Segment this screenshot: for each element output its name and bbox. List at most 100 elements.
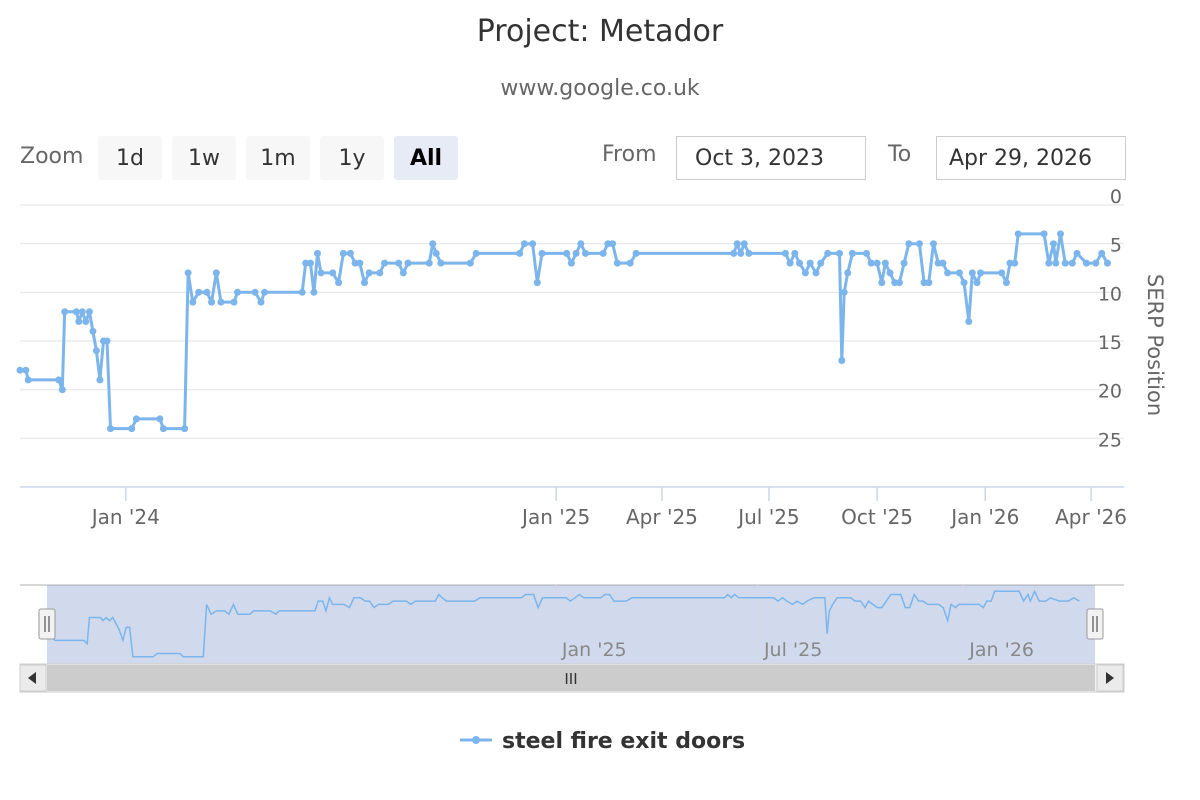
- data-point[interactable]: [128, 425, 136, 433]
- data-point[interactable]: [365, 269, 373, 277]
- data-point[interactable]: [376, 269, 384, 277]
- scrollbar[interactable]: III: [19, 663, 1125, 693]
- data-point[interactable]: [538, 249, 546, 257]
- data-point[interactable]: [212, 269, 220, 277]
- data-point[interactable]: [1098, 249, 1106, 257]
- zoom-1m-button[interactable]: 1m: [246, 136, 310, 180]
- data-point[interactable]: [429, 240, 437, 248]
- data-point[interactable]: [1061, 259, 1069, 267]
- data-point[interactable]: [781, 249, 789, 257]
- legend[interactable]: steel fire exit doors: [460, 729, 745, 754]
- data-point[interactable]: [930, 240, 937, 248]
- data-point[interactable]: [886, 269, 894, 277]
- data-point[interactable]: [217, 298, 225, 306]
- data-point[interactable]: [730, 249, 738, 257]
- data-point[interactable]: [1040, 230, 1048, 238]
- data-point[interactable]: [1073, 249, 1081, 257]
- data-point[interactable]: [520, 240, 528, 248]
- data-point[interactable]: [516, 249, 524, 257]
- to-date-input[interactable]: [936, 136, 1126, 180]
- data-point[interactable]: [965, 318, 973, 325]
- data-point[interactable]: [1014, 230, 1022, 238]
- data-point[interactable]: [968, 269, 976, 277]
- data-point[interactable]: [840, 288, 848, 296]
- data-point[interactable]: [1068, 259, 1076, 267]
- data-point[interactable]: [939, 259, 947, 267]
- data-point[interactable]: [96, 376, 104, 384]
- series-steel-fire-exit-doors[interactable]: [16, 230, 1112, 433]
- data-point[interactable]: [786, 259, 794, 267]
- data-point[interactable]: [567, 259, 575, 267]
- data-point[interactable]: [806, 259, 814, 267]
- data-point[interactable]: [881, 259, 889, 267]
- data-point[interactable]: [572, 249, 580, 257]
- data-point[interactable]: [234, 288, 241, 296]
- data-point[interactable]: [22, 366, 30, 374]
- data-point[interactable]: [582, 249, 589, 257]
- data-point[interactable]: [92, 347, 100, 355]
- data-point[interactable]: [361, 279, 368, 287]
- data-point[interactable]: [24, 376, 32, 384]
- data-point[interactable]: [632, 249, 640, 257]
- data-point[interactable]: [1057, 230, 1064, 238]
- data-point[interactable]: [58, 386, 66, 394]
- data-point[interactable]: [848, 249, 856, 257]
- data-point[interactable]: [925, 279, 933, 287]
- data-point[interactable]: [399, 269, 407, 277]
- data-point[interactable]: [103, 337, 111, 345]
- data-point[interactable]: [306, 259, 314, 267]
- data-point[interactable]: [466, 259, 474, 267]
- data-point[interactable]: [437, 259, 445, 267]
- data-point[interactable]: [257, 298, 265, 306]
- data-point[interactable]: [817, 259, 825, 267]
- data-point[interactable]: [998, 269, 1006, 277]
- data-point[interactable]: [577, 240, 585, 248]
- data-point[interactable]: [1052, 259, 1060, 267]
- data-point[interactable]: [346, 249, 354, 257]
- data-point[interactable]: [208, 298, 216, 306]
- data-point[interactable]: [261, 288, 268, 296]
- data-point[interactable]: [801, 269, 809, 277]
- data-point[interactable]: [905, 240, 913, 248]
- data-point[interactable]: [230, 298, 238, 306]
- data-point[interactable]: [977, 269, 985, 277]
- from-date-input[interactable]: [676, 136, 866, 180]
- data-point[interactable]: [432, 249, 440, 257]
- data-point[interactable]: [745, 249, 753, 257]
- data-point[interactable]: [1092, 259, 1100, 267]
- data-point[interactable]: [1011, 259, 1019, 267]
- data-point[interactable]: [85, 308, 93, 316]
- zoom-1w-button[interactable]: 1w: [172, 136, 236, 180]
- data-point[interactable]: [404, 259, 412, 267]
- data-point[interactable]: [812, 269, 820, 277]
- data-point[interactable]: [915, 240, 923, 248]
- data-point[interactable]: [72, 308, 80, 316]
- navigator[interactable]: Jan '25 Jul '25 Jan '26: [20, 584, 1124, 664]
- data-point[interactable]: [737, 249, 745, 257]
- data-point[interactable]: [609, 240, 617, 248]
- data-point[interactable]: [156, 415, 164, 423]
- data-point[interactable]: [873, 259, 881, 267]
- data-point[interactable]: [82, 318, 90, 325]
- data-point[interactable]: [472, 249, 480, 257]
- data-point[interactable]: [960, 279, 968, 287]
- data-point[interactable]: [181, 425, 189, 433]
- data-point[interactable]: [310, 288, 318, 296]
- data-point[interactable]: [1002, 279, 1010, 287]
- data-point[interactable]: [55, 376, 63, 384]
- data-point[interactable]: [381, 259, 388, 267]
- data-point[interactable]: [973, 279, 981, 287]
- data-point[interactable]: [733, 240, 741, 248]
- data-point[interactable]: [824, 249, 832, 257]
- data-point[interactable]: [529, 240, 537, 248]
- data-point[interactable]: [298, 288, 306, 296]
- data-point[interactable]: [791, 249, 799, 257]
- scrollbar-thumb[interactable]: [47, 665, 1095, 691]
- data-point[interactable]: [132, 415, 140, 423]
- data-point[interactable]: [335, 279, 343, 287]
- legend-item-steel-fire-exit-doors[interactable]: steel fire exit doors: [460, 729, 745, 754]
- data-point[interactable]: [395, 259, 403, 267]
- data-point[interactable]: [61, 308, 69, 316]
- data-point[interactable]: [329, 269, 337, 277]
- data-point[interactable]: [356, 259, 364, 267]
